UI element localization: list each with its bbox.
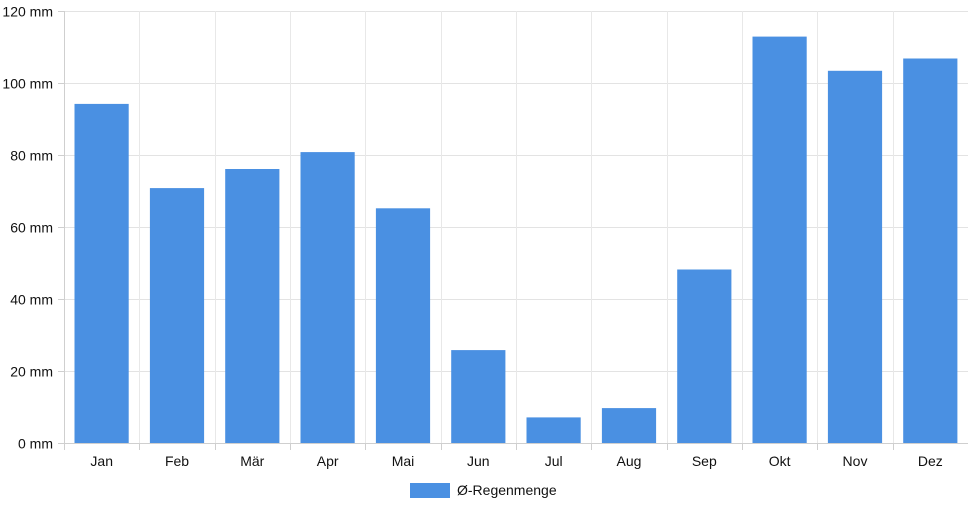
x-tick-label: Feb xyxy=(165,453,189,469)
x-axis-tick-labels: Jan Feb Mär Apr Mai Jun Jul Aug Sep Okt Nov Dez xyxy=(90,453,942,469)
x-tick-label: Jan xyxy=(90,453,113,469)
bar-mai[interactable] xyxy=(375,208,431,443)
x-tick-label: Jul xyxy=(545,453,563,469)
bar-jan[interactable] xyxy=(74,103,129,444)
legend-swatch[interactable] xyxy=(410,483,450,498)
x-tick-label: Nov xyxy=(843,453,868,469)
chart-grid xyxy=(64,11,968,443)
bar-okt[interactable] xyxy=(752,36,807,443)
y-tick-label: 100 mm xyxy=(2,76,53,92)
y-tick-label: 80 mm xyxy=(10,148,53,164)
y-axis-tick-labels: 0 mm 20 mm 40 mm 60 mm 80 mm 100 mm 120 mm xyxy=(2,4,53,452)
bar-aug[interactable] xyxy=(601,408,657,443)
x-tick-label: Jun xyxy=(467,453,490,469)
x-tick-label: Sep xyxy=(692,453,717,469)
bar-dez[interactable] xyxy=(903,58,958,444)
x-tick-label: Mär xyxy=(240,453,264,469)
bar-mär[interactable] xyxy=(225,169,280,443)
legend[interactable]: Ø-Regenmenge xyxy=(410,482,557,498)
bar-series xyxy=(74,36,958,444)
x-tick-label: Aug xyxy=(617,453,642,469)
y-tick-label: 0 mm xyxy=(18,436,53,452)
x-tick-label: Apr xyxy=(317,453,339,469)
y-tick-label: 20 mm xyxy=(10,364,53,380)
bar-nov[interactable] xyxy=(827,70,883,444)
y-tick-label: 120 mm xyxy=(2,4,53,20)
bar-jun[interactable] xyxy=(451,350,506,443)
chart-axes xyxy=(58,11,968,450)
y-tick-label: 40 mm xyxy=(10,292,53,308)
x-tick-label: Mai xyxy=(392,453,415,469)
bar-jul[interactable] xyxy=(526,417,581,443)
bar-feb[interactable] xyxy=(149,188,205,443)
legend-label-rainfall: Ø-Regenmenge xyxy=(457,482,557,498)
bar-apr[interactable] xyxy=(300,152,355,443)
y-tick-label: 60 mm xyxy=(10,220,53,236)
bar-sep[interactable] xyxy=(677,269,732,444)
x-tick-label: Okt xyxy=(769,453,791,469)
x-tick-label: Dez xyxy=(918,453,943,469)
